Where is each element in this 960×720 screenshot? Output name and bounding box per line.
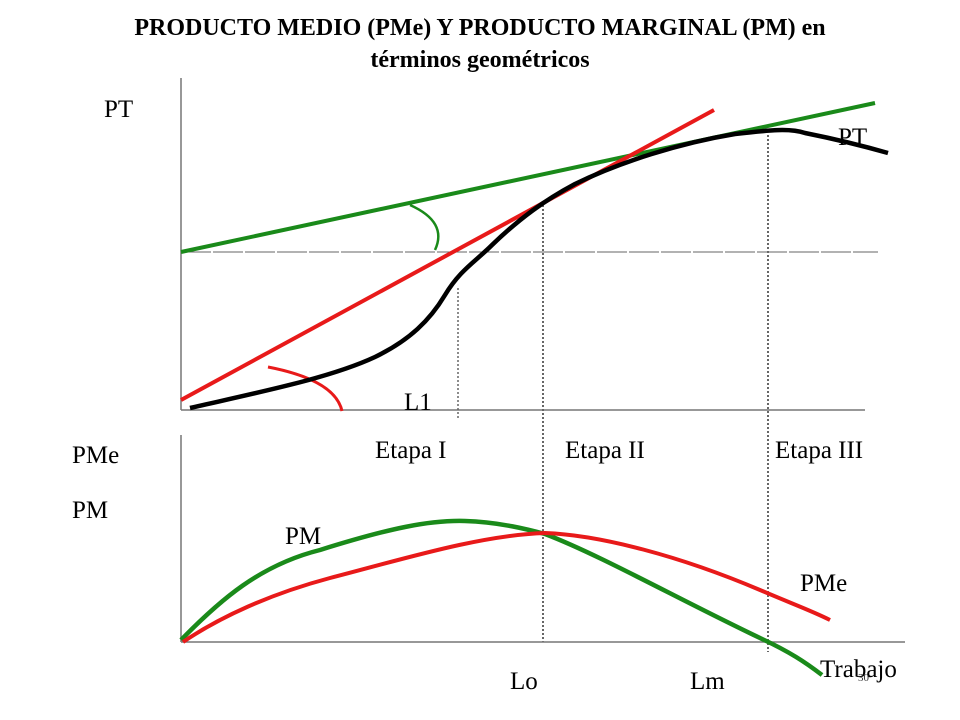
lm-label: Lm [690,668,725,695]
stage-1-label: Etapa I [375,437,447,464]
average-product-curve [181,530,831,644]
title-line-2: términos geométricos [370,47,590,73]
pt-curve-label: PT [838,124,868,151]
pt-axis-label: PT [104,96,134,123]
l1-label: L1 [404,389,432,416]
marginal-product-curve [179,518,824,677]
marginal-tangent-line [180,108,715,402]
pm-curve-label: PM [285,523,322,550]
slide-number: 30 [858,672,869,684]
average-angle-arc [409,203,440,251]
total-product-curve [189,127,889,411]
lo-label: Lo [510,668,538,695]
title-line-1: PRODUCTO MEDIO (PMe) Y PRODUCTO MARGINAL… [134,15,826,41]
pme-axis-label: PMe [72,442,120,469]
slide-title: PRODUCTO MEDIO (PMe) Y PRODUCTO MARGINAL… [0,12,960,76]
stage-3-label: Etapa III [775,437,864,464]
trabajo-label: Trabajo [820,656,897,683]
pm-axis-label: PM [72,497,109,524]
stage-2-label: Etapa II [565,437,645,464]
average-product-ray [180,101,876,254]
marginal-angle-arc [267,365,344,412]
pme-curve-label: PMe [800,570,848,597]
